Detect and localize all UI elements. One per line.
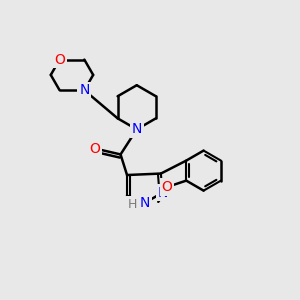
Text: O: O	[89, 142, 100, 156]
Text: N: N	[157, 186, 168, 200]
Text: N: N	[79, 83, 89, 97]
Text: O: O	[54, 52, 65, 67]
Text: N: N	[140, 196, 150, 210]
Text: H: H	[128, 198, 137, 211]
Text: N: N	[132, 122, 142, 136]
Text: O: O	[162, 180, 172, 194]
